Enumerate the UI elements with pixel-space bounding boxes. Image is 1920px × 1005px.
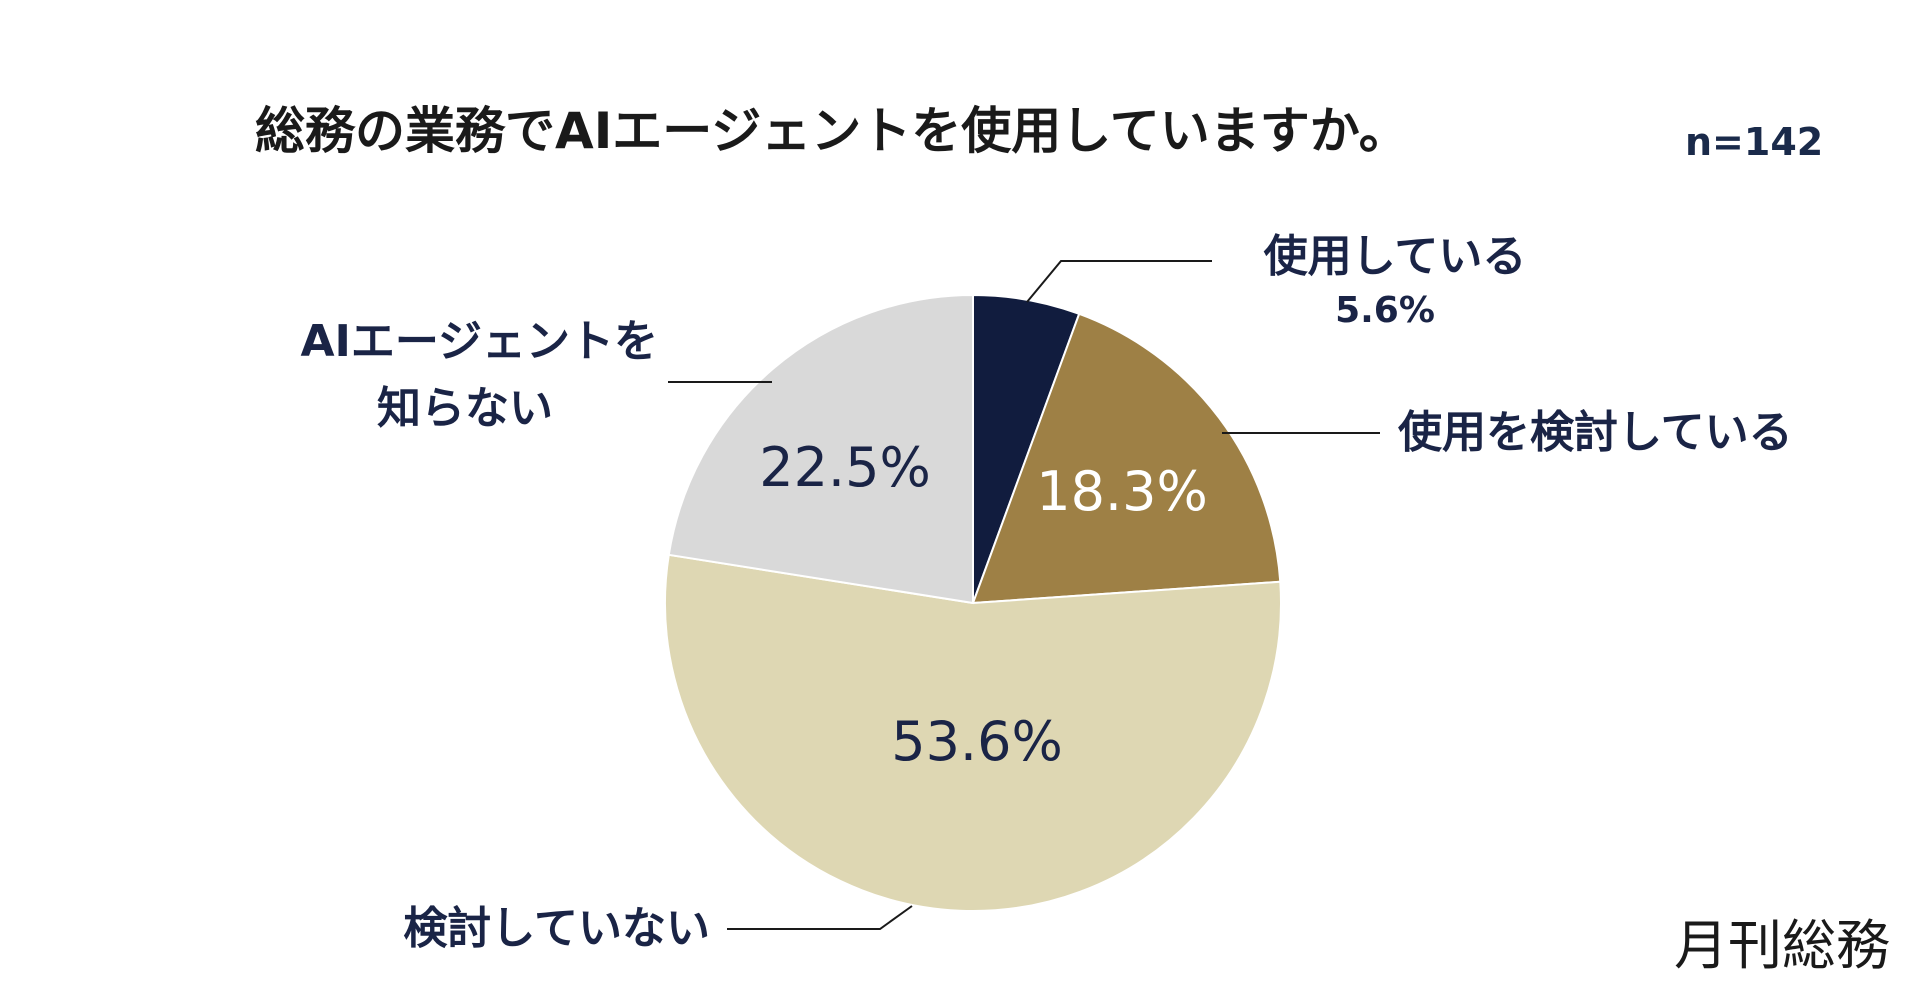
slice-value-not-considering: 53.6% [891, 710, 1063, 773]
slice-value-unaware: 22.5% [759, 436, 931, 499]
brand-logo: 月刊総務 [1674, 914, 1890, 977]
pie-slice-considering [971, 312, 1282, 605]
slice-label-unaware-line1: AIエージェントを [300, 316, 658, 367]
slice-label-using: 使用している [1264, 231, 1527, 282]
slice-label-considering: 使用を検討している [1398, 407, 1793, 458]
pie-slice-not-considering [664, 553, 1282, 912]
pie-slices [664, 293, 1282, 912]
sample-size: n=142 [1685, 120, 1823, 164]
pie-slice-unaware [667, 293, 974, 605]
slice-value-using: 5.6% [1335, 290, 1435, 331]
leader-line-not-considering [727, 905, 913, 930]
slice-label-not-considering: 検討していない [403, 903, 710, 954]
chart-title: 総務の業務でAIエージェントを使用していますか。 [255, 102, 1409, 160]
slice-value-considering: 18.3% [1036, 460, 1208, 523]
leader-line-using [1026, 260, 1212, 303]
slice-label-unaware-line2: 知らない [377, 383, 553, 434]
